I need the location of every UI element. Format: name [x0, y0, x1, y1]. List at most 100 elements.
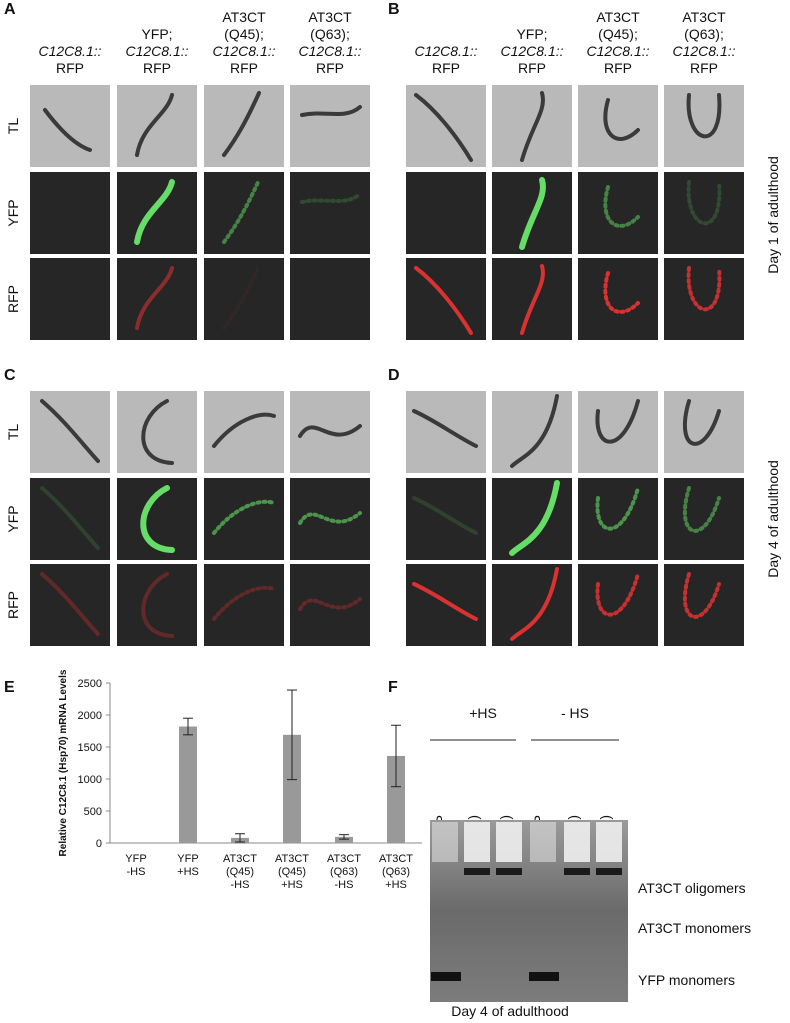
worm	[222, 264, 261, 330]
well	[432, 822, 458, 862]
worm	[595, 486, 640, 531]
well	[464, 822, 490, 862]
column-header: C12C8.1::	[212, 43, 275, 59]
panel-label: F	[388, 679, 398, 696]
well	[530, 822, 556, 862]
worm	[212, 499, 276, 535]
x-tick-label: +HS	[385, 879, 407, 891]
micrograph	[290, 564, 370, 646]
micrograph	[578, 85, 658, 167]
micrograph	[406, 391, 486, 473]
worm	[140, 485, 175, 553]
micrograph	[204, 478, 284, 560]
micrograph	[492, 391, 572, 473]
column-header: C12C8.1::	[500, 43, 563, 59]
micrograph	[30, 478, 110, 560]
worm	[40, 572, 100, 636]
blot-caption: Day 4 of adulthood	[451, 1003, 569, 1019]
micrograph	[117, 258, 197, 340]
worm	[603, 271, 640, 314]
worm	[412, 496, 478, 535]
micrograph	[664, 172, 744, 254]
worm	[595, 399, 640, 444]
bar	[335, 836, 353, 843]
micrograph	[492, 258, 572, 340]
group-label: +HS	[469, 705, 497, 721]
worm	[414, 93, 473, 162]
micrograph	[578, 391, 658, 473]
x-tick-label: -HS	[335, 879, 354, 891]
micrograph	[117, 85, 197, 167]
micrograph	[30, 564, 110, 646]
side-label: Day 1 of adulthood	[765, 156, 781, 274]
worm	[300, 105, 362, 117]
micrograph	[492, 478, 572, 560]
oligomer-band	[596, 868, 622, 875]
worm	[682, 486, 721, 533]
worm	[298, 424, 362, 438]
micrograph	[290, 172, 370, 254]
worm	[595, 572, 640, 617]
row-label: RFP	[5, 591, 21, 619]
panel-label: D	[388, 367, 400, 384]
worm	[135, 266, 174, 330]
micrograph	[492, 564, 572, 646]
worm	[40, 486, 100, 550]
oligomer-band	[464, 868, 490, 875]
band-label: YFP monomers	[638, 972, 735, 988]
y-tick-label: 2000	[78, 710, 102, 722]
bar	[283, 734, 301, 843]
worm	[682, 399, 721, 446]
x-tick-label: (Q45)	[278, 866, 306, 878]
x-tick-label: YFP	[177, 853, 198, 865]
panel-label: E	[4, 679, 15, 696]
column-header: C12C8.1::	[298, 43, 361, 59]
worm	[686, 266, 722, 312]
row-label: TL	[5, 424, 21, 441]
row-label: YFP	[5, 199, 21, 226]
micrograph	[204, 258, 284, 340]
blot-image	[430, 820, 628, 1002]
worm	[686, 93, 722, 139]
x-tick-label: YFP	[125, 853, 146, 865]
oligomer-band	[496, 868, 522, 875]
column-header: AT3CT	[308, 9, 352, 25]
monomer-band	[431, 972, 461, 981]
micrograph	[30, 258, 110, 340]
micrograph	[664, 85, 744, 167]
worm	[603, 98, 640, 141]
worm	[222, 178, 261, 244]
column-header: RFP	[518, 60, 546, 76]
column-header: RFP	[432, 60, 460, 76]
column-header: C12C8.1::	[414, 43, 477, 59]
worm	[603, 185, 640, 228]
panel-label: C	[4, 367, 16, 384]
column-header: RFP	[690, 60, 718, 76]
worm	[222, 91, 261, 157]
worm	[134, 179, 175, 245]
column-header: RFP	[316, 60, 344, 76]
micrograph	[578, 172, 658, 254]
y-tick-label: 2500	[78, 678, 102, 690]
column-header: RFP	[143, 60, 171, 76]
well	[496, 822, 522, 862]
row-label: TL	[5, 118, 21, 135]
micrograph	[406, 478, 486, 560]
panel-label: B	[388, 1, 400, 18]
y-tick-label: 0	[96, 838, 102, 850]
x-tick-label: +HS	[281, 879, 303, 891]
y-tick-label: 1500	[78, 742, 102, 754]
column-header: YFP;	[516, 26, 547, 42]
micrograph	[204, 564, 284, 646]
column-header: AT3CT	[596, 9, 640, 25]
side-label: Day 4 of adulthood	[765, 460, 781, 578]
worm	[212, 412, 276, 448]
bar	[179, 726, 197, 843]
micrograph	[204, 391, 284, 473]
worm	[682, 572, 721, 619]
worm	[135, 93, 174, 157]
band-label: AT3CT oligomers	[638, 880, 746, 896]
worm	[509, 480, 560, 556]
worm	[141, 572, 174, 638]
y-tick-label: 500	[84, 806, 102, 818]
